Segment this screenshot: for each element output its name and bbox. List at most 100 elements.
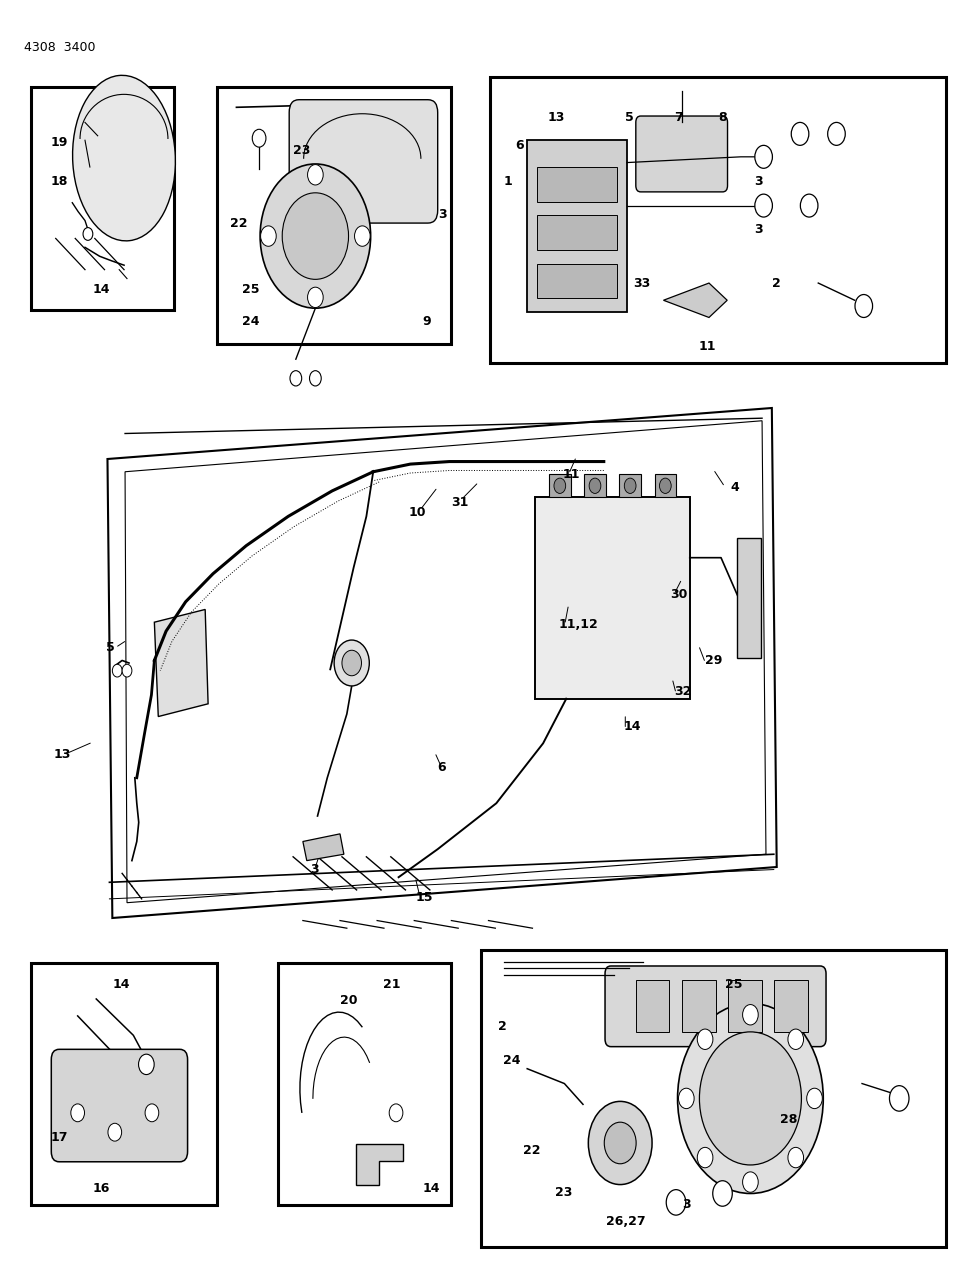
Circle shape <box>678 1089 694 1108</box>
Text: 18: 18 <box>51 175 68 187</box>
Text: 14: 14 <box>112 978 130 991</box>
Circle shape <box>698 1029 713 1049</box>
Text: 25: 25 <box>242 283 260 296</box>
Text: 4: 4 <box>731 481 740 493</box>
Text: 26,27: 26,27 <box>606 1215 646 1228</box>
Text: 23: 23 <box>555 1186 573 1198</box>
Circle shape <box>787 1148 803 1168</box>
Circle shape <box>787 1029 803 1049</box>
Circle shape <box>588 1102 652 1184</box>
Text: 21: 21 <box>383 978 401 991</box>
Circle shape <box>554 478 566 493</box>
Polygon shape <box>357 1145 403 1186</box>
Circle shape <box>604 1122 636 1164</box>
Bar <box>31 87 174 310</box>
Circle shape <box>122 664 132 677</box>
Circle shape <box>743 1172 758 1192</box>
Text: 16: 16 <box>93 1182 110 1195</box>
Text: 14: 14 <box>422 1182 440 1195</box>
Bar <box>682 980 715 1033</box>
Circle shape <box>308 287 323 307</box>
Text: 3: 3 <box>438 208 446 221</box>
FancyBboxPatch shape <box>51 1049 188 1162</box>
Bar <box>537 215 617 250</box>
Text: 24: 24 <box>242 315 260 328</box>
Circle shape <box>252 129 266 147</box>
Circle shape <box>112 664 122 677</box>
Text: 8: 8 <box>718 111 727 124</box>
Text: 23: 23 <box>293 144 311 157</box>
Text: 20: 20 <box>340 994 358 1007</box>
Polygon shape <box>154 609 208 717</box>
Bar <box>549 474 571 497</box>
Circle shape <box>713 1181 733 1206</box>
Circle shape <box>589 478 601 493</box>
Text: 3: 3 <box>682 1198 691 1211</box>
Text: 2: 2 <box>498 1020 507 1033</box>
Text: 28: 28 <box>780 1113 797 1126</box>
Circle shape <box>678 1003 824 1193</box>
Text: 32: 32 <box>674 685 692 697</box>
Polygon shape <box>663 283 727 317</box>
Bar <box>217 87 451 344</box>
Text: 13: 13 <box>547 111 565 124</box>
Circle shape <box>282 193 349 279</box>
Bar <box>619 474 641 497</box>
Text: 22: 22 <box>230 217 247 230</box>
Text: 5: 5 <box>106 641 114 654</box>
Text: 13: 13 <box>54 748 71 761</box>
Circle shape <box>146 1104 159 1122</box>
Text: 30: 30 <box>670 588 688 601</box>
Text: 33: 33 <box>633 277 651 289</box>
Text: 6: 6 <box>438 761 446 774</box>
Circle shape <box>755 194 773 217</box>
Circle shape <box>290 371 302 386</box>
Circle shape <box>260 164 370 309</box>
Bar <box>490 76 946 363</box>
Text: 11: 11 <box>699 340 716 353</box>
Circle shape <box>666 1190 686 1215</box>
Text: 11,12: 11,12 <box>559 618 599 631</box>
Circle shape <box>355 226 370 246</box>
Bar <box>31 963 217 1205</box>
FancyBboxPatch shape <box>605 966 826 1047</box>
Circle shape <box>83 228 93 241</box>
Circle shape <box>261 226 276 246</box>
Circle shape <box>334 640 369 686</box>
Circle shape <box>139 1054 154 1075</box>
Bar <box>737 538 761 658</box>
Bar <box>537 264 617 298</box>
Text: 24: 24 <box>503 1054 521 1067</box>
Text: 3: 3 <box>754 223 763 236</box>
Circle shape <box>389 1104 403 1122</box>
FancyBboxPatch shape <box>636 116 728 193</box>
Circle shape <box>342 650 361 676</box>
Circle shape <box>700 1031 801 1165</box>
Ellipse shape <box>72 75 176 241</box>
Text: 19: 19 <box>51 136 68 149</box>
Text: 11: 11 <box>563 468 580 481</box>
Text: 4308  3400: 4308 3400 <box>24 41 96 54</box>
Text: 15: 15 <box>415 891 433 904</box>
Text: 14: 14 <box>623 720 641 733</box>
Circle shape <box>755 145 773 168</box>
Text: 6: 6 <box>515 139 524 152</box>
Circle shape <box>855 295 872 317</box>
Circle shape <box>743 1005 758 1025</box>
Bar <box>584 474 606 497</box>
Circle shape <box>624 478 636 493</box>
Text: 31: 31 <box>451 496 469 509</box>
Text: 7: 7 <box>674 111 683 124</box>
Text: 22: 22 <box>523 1144 540 1156</box>
Text: 29: 29 <box>705 654 723 667</box>
Text: 5: 5 <box>625 111 634 124</box>
Circle shape <box>107 1123 121 1141</box>
Bar <box>535 497 690 699</box>
Circle shape <box>791 122 809 145</box>
Circle shape <box>800 194 818 217</box>
Text: 9: 9 <box>422 315 431 328</box>
Circle shape <box>659 478 671 493</box>
Bar <box>278 963 451 1205</box>
Polygon shape <box>303 834 344 861</box>
Bar <box>774 980 808 1033</box>
